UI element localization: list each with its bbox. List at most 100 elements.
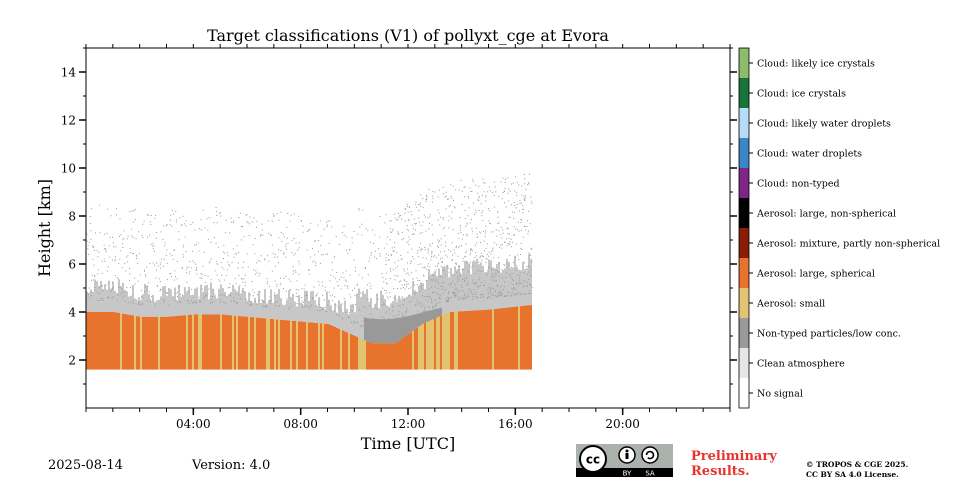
non-typed-speckle	[404, 208, 406, 210]
non-typed-speckle	[385, 320, 387, 322]
non-typed-speckle	[510, 204, 512, 206]
aerosol-column	[440, 315, 442, 370]
non-typed-speckle	[195, 263, 197, 265]
non-typed-speckle	[122, 291, 124, 293]
non-typed-speckle	[385, 292, 387, 294]
non-typed-speckle	[450, 297, 452, 299]
non-typed-speckle	[397, 275, 399, 277]
non-typed-speckle	[202, 265, 204, 267]
non-typed-speckle	[372, 327, 374, 329]
non-typed-speckle	[444, 289, 446, 291]
non-typed-speckle	[194, 229, 196, 231]
non-typed-band	[98, 285, 100, 312]
non-typed-speckle	[459, 275, 461, 277]
non-typed-speckle	[494, 291, 496, 293]
aerosol-column	[464, 311, 466, 370]
non-typed-speckle	[392, 230, 394, 232]
aerosol-column	[230, 315, 232, 370]
non-typed-speckle	[475, 296, 477, 298]
non-typed-speckle	[388, 308, 390, 310]
non-typed-speckle	[418, 210, 420, 212]
non-typed-speckle	[295, 242, 297, 244]
non-typed-speckle	[446, 198, 448, 200]
non-typed-speckle	[485, 258, 487, 260]
non-typed-band	[260, 302, 262, 318]
non-typed-speckle	[445, 208, 447, 210]
non-typed-speckle	[187, 300, 189, 302]
non-typed-band	[182, 295, 184, 316]
non-typed-speckle	[200, 219, 202, 221]
aerosol-column	[410, 332, 412, 370]
aerosol-column	[380, 343, 382, 370]
aerosol-column	[286, 320, 288, 370]
non-typed-speckle	[476, 293, 478, 295]
non-typed-speckle	[501, 237, 503, 239]
non-typed-speckle	[212, 302, 214, 304]
non-typed-speckle	[175, 293, 177, 295]
non-typed-speckle	[403, 284, 405, 286]
aerosol-column	[332, 326, 334, 370]
non-typed-speckle	[240, 298, 242, 300]
non-typed-speckle	[478, 195, 480, 197]
non-typed-speckle	[390, 270, 392, 272]
non-typed-speckle	[200, 273, 202, 275]
aerosol-column	[476, 310, 478, 370]
non-typed-speckle	[398, 313, 400, 315]
non-typed-speckle	[298, 274, 300, 276]
non-typed-speckle	[386, 296, 388, 298]
non-typed-speckle	[237, 267, 239, 269]
non-typed-speckle	[401, 239, 403, 241]
non-typed-speckle	[530, 268, 532, 270]
non-typed-speckle	[492, 191, 494, 193]
non-typed-speckle	[208, 288, 210, 290]
non-typed-speckle	[184, 223, 186, 225]
non-typed-speckle	[149, 234, 151, 236]
non-typed-speckle	[369, 257, 371, 259]
non-typed-speckle	[179, 217, 181, 219]
aerosol-column	[232, 315, 234, 370]
non-typed-speckle	[288, 307, 290, 309]
non-typed-speckle	[443, 226, 445, 228]
non-typed-speckle	[470, 190, 472, 192]
non-typed-speckle	[200, 229, 202, 231]
non-typed-speckle	[525, 195, 527, 197]
non-typed-speckle	[146, 285, 148, 287]
aerosol-column	[346, 332, 348, 370]
non-typed-speckle	[518, 292, 520, 294]
non-typed-speckle	[230, 217, 232, 219]
non-typed-speckle	[271, 220, 273, 222]
non-typed-speckle	[201, 278, 203, 280]
non-typed-speckle	[304, 284, 306, 286]
non-typed-speckle	[362, 320, 364, 322]
non-typed-speckle	[422, 221, 424, 223]
non-typed-band	[288, 290, 290, 321]
non-typed-speckle	[436, 265, 438, 267]
non-typed-speckle	[520, 282, 522, 284]
non-typed-speckle	[188, 302, 190, 304]
non-typed-speckle	[430, 259, 432, 261]
non-typed-speckle	[127, 261, 129, 263]
non-typed-speckle	[245, 299, 247, 301]
non-typed-speckle	[295, 288, 297, 290]
non-typed-speckle	[358, 208, 360, 210]
aerosol-column	[200, 314, 202, 370]
aerosol-column	[206, 314, 208, 370]
non-typed-speckle	[238, 294, 240, 296]
non-typed-speckle	[417, 280, 419, 282]
non-typed-speckle	[408, 288, 410, 290]
non-typed-band	[424, 289, 426, 323]
non-typed-speckle	[411, 248, 413, 250]
non-typed-speckle	[197, 242, 199, 244]
non-typed-speckle	[463, 256, 465, 258]
non-typed-speckle	[436, 292, 438, 294]
non-typed-speckle	[267, 255, 269, 257]
non-typed-band	[118, 279, 120, 313]
non-typed-speckle	[409, 207, 411, 209]
non-typed-speckle	[506, 245, 508, 247]
non-typed-speckle	[278, 249, 280, 251]
non-typed-speckle	[523, 197, 525, 199]
non-typed-speckle	[260, 255, 262, 257]
non-typed-speckle	[304, 305, 306, 307]
non-typed-speckle	[518, 184, 520, 186]
non-typed-speckle	[383, 302, 385, 304]
